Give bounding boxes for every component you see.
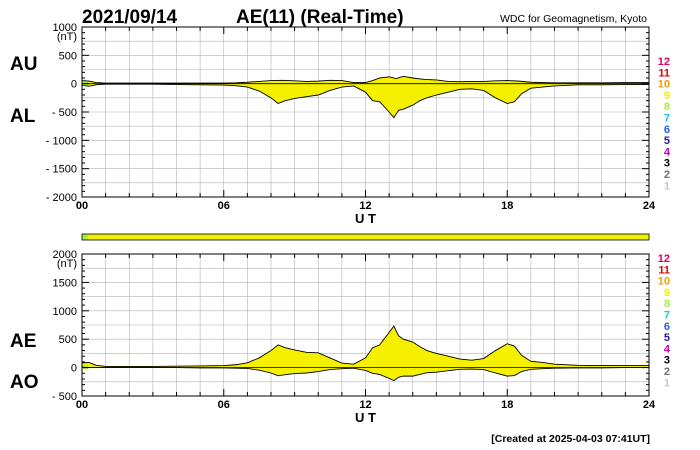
station-count-3: 3	[664, 355, 670, 367]
y-tick-label: - 1500	[46, 164, 77, 176]
au-al-panel: 00 06 12 18 24 1000 500 0 - 500 - 1000 - 1500 - 200…	[10, 22, 656, 226]
unit-label: (nT)	[57, 31, 77, 43]
series-line-au	[81, 75, 649, 84]
station-count-8: 8	[664, 101, 670, 113]
station-count-1: 1	[664, 180, 670, 192]
station-count-1: 1	[664, 377, 670, 389]
coverage-frame	[81, 233, 650, 241]
y-tick-label: 1000	[53, 306, 77, 318]
y-tick-label: 500	[59, 50, 77, 62]
y-tick-label: 2000	[53, 249, 77, 261]
y-tick-label: - 1000	[46, 135, 77, 147]
station-count-7: 7	[664, 310, 670, 322]
station-count-7: 7	[664, 113, 670, 125]
x-tick-label: 06	[218, 399, 230, 411]
series-line-al	[81, 83, 649, 119]
station-count-8: 8	[664, 298, 670, 310]
x-tick-label: 18	[501, 200, 513, 212]
unit-label: (nT)	[57, 258, 77, 270]
x-tick-label: 24	[643, 399, 656, 411]
panel-label-au: AU	[10, 54, 37, 75]
y-tick-label: 0	[71, 363, 77, 375]
station-count-11: 11	[658, 264, 670, 276]
x-tick-label: 00	[76, 200, 88, 212]
x-tick-label: 12	[359, 399, 371, 411]
station-count-9: 9	[664, 90, 670, 102]
y-tick-label: - 2000	[46, 192, 77, 204]
x-tick-label: 18	[501, 399, 513, 411]
station-count-6: 6	[664, 321, 670, 333]
station-count-4: 4	[664, 146, 671, 158]
source-label: WDC for Geomagnetism, Kyoto	[500, 13, 647, 25]
station-count-5: 5	[664, 135, 670, 147]
coverage-segment	[87, 234, 649, 240]
chart-title: AE(11) (Real-Time)	[236, 7, 404, 28]
panel-label-ae: AE	[10, 331, 36, 352]
station-count-11: 11	[658, 67, 670, 79]
station-coverage-bar	[81, 233, 650, 241]
panel-label-al: AL	[10, 106, 36, 127]
y-tick-label: 500	[59, 334, 77, 346]
y-tick-label: 1000	[53, 22, 77, 34]
created-timestamp: [Created at 2025-04-03 07:41UT]	[491, 433, 650, 445]
y-tick-label: 1500	[53, 277, 77, 289]
y-tick-label: 0	[71, 79, 77, 91]
x-axis-title: U T	[355, 211, 376, 226]
x-axis-title: U T	[355, 410, 376, 425]
series-fill-area	[82, 326, 649, 381]
station-count-12: 12	[658, 56, 670, 68]
station-count-10: 10	[658, 276, 670, 288]
panel-label-ao: AO	[10, 372, 39, 393]
x-tick-label: 24	[643, 200, 656, 212]
station-count-3: 3	[664, 158, 670, 170]
station-count-2: 2	[664, 366, 670, 378]
y-tick-label: - 500	[52, 107, 77, 119]
station-count-12: 12	[658, 253, 670, 265]
station-count-2: 2	[664, 169, 670, 181]
x-tick-label: 06	[218, 200, 230, 212]
station-count-4: 4	[664, 343, 671, 355]
station-count-5: 5	[664, 332, 670, 344]
y-tick-label: - 500	[52, 391, 77, 403]
coverage-segment	[82, 234, 88, 240]
station-count-10: 10	[658, 79, 670, 91]
series-line-ae	[81, 325, 649, 367]
x-tick-label: 00	[76, 399, 88, 411]
x-tick-label: 12	[359, 200, 371, 212]
date-label: 2021/09/14	[82, 7, 178, 28]
ae-ao-panel: 00 06 12 18 24 2000 1500 1000 500 0 - 500 (nT) U T AE…	[10, 249, 656, 425]
series-fill-area	[82, 76, 649, 118]
station-count-9: 9	[664, 287, 670, 299]
station-count-6: 6	[664, 124, 670, 136]
